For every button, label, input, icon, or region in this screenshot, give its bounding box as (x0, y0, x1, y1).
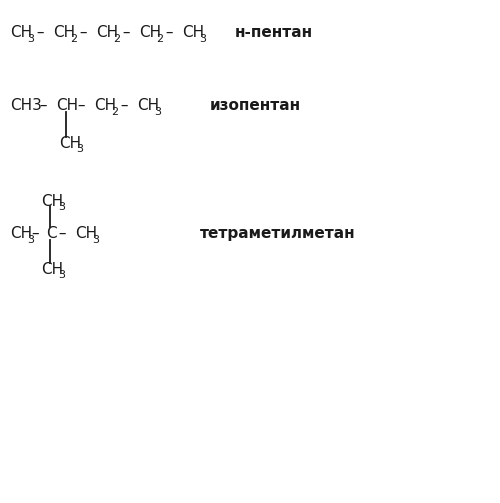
Text: 3: 3 (58, 270, 66, 280)
Text: н-пентан: н-пентан (235, 25, 313, 40)
Text: –: – (32, 25, 50, 40)
Text: –: – (35, 98, 52, 113)
Text: 3: 3 (27, 235, 34, 245)
Text: 2: 2 (113, 34, 120, 44)
Text: CH: CH (75, 226, 97, 241)
Text: CH3: CH3 (10, 98, 42, 113)
Text: CH: CH (42, 194, 64, 209)
Text: CH: CH (10, 226, 32, 241)
Text: 3: 3 (92, 235, 99, 245)
Text: 3: 3 (27, 34, 34, 44)
Text: CH: CH (42, 262, 64, 277)
Text: CH: CH (139, 25, 161, 40)
Text: –: – (118, 25, 136, 40)
Text: CH: CH (56, 98, 78, 113)
Text: C: C (46, 226, 56, 241)
Text: 3: 3 (154, 107, 161, 117)
Text: CH: CH (182, 25, 204, 40)
Text: CH: CH (96, 25, 118, 40)
Text: 2: 2 (70, 34, 77, 44)
Text: 3: 3 (58, 202, 66, 212)
Text: тетраметилметан: тетраметилметан (200, 226, 356, 241)
Text: 3: 3 (76, 144, 82, 154)
Text: CH: CH (137, 98, 159, 113)
Text: 2: 2 (111, 107, 118, 117)
Text: CH: CH (94, 98, 116, 113)
Text: 3: 3 (199, 34, 206, 44)
Text: –: – (54, 226, 72, 241)
Text: –: – (32, 226, 44, 241)
Text: 2: 2 (156, 34, 163, 44)
Text: изопентан: изопентан (210, 98, 301, 113)
Text: –: – (116, 98, 134, 113)
Text: CH: CH (58, 136, 81, 151)
Text: CH: CH (53, 25, 75, 40)
Text: –: – (161, 25, 178, 40)
Text: CH: CH (10, 25, 32, 40)
Text: –: – (73, 98, 90, 113)
Text: –: – (75, 25, 92, 40)
